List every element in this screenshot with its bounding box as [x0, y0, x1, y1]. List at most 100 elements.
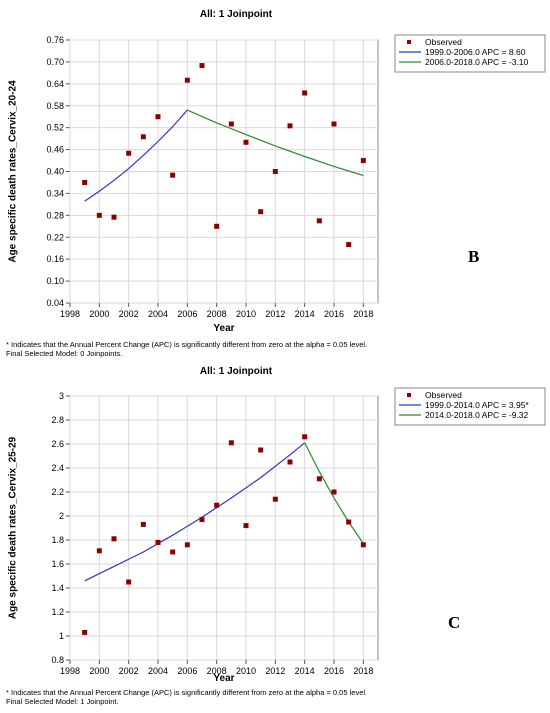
fit-line-segment-2 — [187, 109, 364, 177]
y-tick-label: 0.46 — [46, 145, 64, 155]
observed-point — [111, 214, 117, 220]
y-axis-title-c: Age specific death rates_Cervix_25-29 — [8, 436, 19, 619]
x-tick-label: 2016 — [324, 666, 344, 676]
y-tick-label: 0.40 — [46, 167, 64, 177]
footnote-panel-c: * Indicates that the Annual Percent Chan… — [6, 688, 367, 706]
observed-point — [155, 539, 161, 545]
observed-point — [140, 521, 146, 527]
x-tick-label: 2008 — [207, 666, 227, 676]
observed-point — [331, 121, 337, 127]
y-tick-label: 0.58 — [46, 101, 64, 111]
x-tick-label: 2000 — [89, 666, 109, 676]
y-tick-label: 0.76 — [46, 35, 64, 45]
footnote-c-line1: * Indicates that the Annual Percent Chan… — [6, 688, 368, 697]
x-tick-label: 2006 — [177, 666, 197, 676]
y-tick-label: 0.28 — [46, 210, 64, 220]
x-tick-label: 2008 — [207, 309, 227, 319]
y-tick-label: 0.8 — [51, 655, 64, 665]
y-tick-label: 0.10 — [46, 276, 64, 286]
observed-point — [360, 158, 366, 164]
observed-point — [316, 218, 322, 224]
legend-observed-label: Observed — [425, 37, 462, 47]
observed-point — [346, 519, 352, 525]
x-tick-label: 2006 — [177, 309, 197, 319]
observed-point — [302, 434, 308, 440]
y-tick-label: 2.6 — [51, 439, 64, 449]
y-tick-label: 0.04 — [46, 298, 64, 308]
legend-observed-marker — [407, 40, 411, 44]
legend-fit-label-1: 1999.0-2014.0 APC = 3.95* — [425, 400, 529, 410]
observed-point — [140, 134, 146, 140]
observed-point — [287, 459, 293, 465]
y-tick-label: 2 — [59, 511, 64, 521]
chart-panel-c: All: 1 Joinpoint 0.8 1 1.2 1.4 1.6 1.8 2 2.2 2.4 2… — [8, 366, 546, 684]
chart-title-c: All: 1 Joinpoint — [200, 366, 273, 377]
chart-panel-b: All: 1 Joinpoint 0.04 0.10 0.16 0.22 0.28 0.34… — [8, 9, 546, 334]
footnote-c-line2: Final Selected Model: 1 Joinpoint. — [6, 697, 119, 706]
observed-point — [170, 549, 176, 555]
observed-point — [228, 121, 234, 127]
legend-fit-label-1: 1999.0-2006.0 APC = 8.60 — [425, 47, 526, 57]
y-tick-label: 0.34 — [46, 188, 64, 198]
x-tick-label: 2010 — [236, 666, 256, 676]
x-tick-label: 2014 — [295, 309, 315, 319]
x-tick-label: 2004 — [148, 309, 168, 319]
plot-area-c — [69, 395, 379, 661]
observed-point — [272, 169, 278, 174]
chart-title-b: All: 1 Joinpoint — [200, 9, 273, 20]
panel-letter-c: C — [448, 613, 460, 632]
observed-point — [126, 150, 132, 156]
observed-point — [184, 77, 190, 83]
x-tick-label: 2000 — [89, 309, 109, 319]
observed-point — [360, 542, 366, 548]
footnote-b-line2: Final Selected Model: 0 Joinpoints. — [6, 349, 123, 358]
y-tick-label: 3 — [59, 391, 64, 401]
y-tick-label: 1.6 — [51, 559, 64, 569]
y-tick-label: 1.8 — [51, 535, 64, 545]
observed-point — [258, 209, 264, 215]
fit-line-segment-1 — [84, 109, 188, 202]
observed-point — [228, 440, 234, 446]
fit-line-segment-2 — [304, 442, 364, 544]
y-tick-label: 2.8 — [51, 415, 64, 425]
x-axis-title-c: Year — [213, 673, 234, 684]
observed-point — [214, 223, 220, 229]
observed-point — [302, 90, 308, 96]
x-tick-label: 1998 — [60, 666, 80, 676]
observed-point — [126, 579, 132, 585]
legend-observed-label: Observed — [425, 390, 462, 400]
x-tick-label: 2002 — [119, 309, 139, 319]
observed-point — [82, 179, 88, 185]
panel-letter-b: B — [468, 247, 479, 266]
x-tick-label: 2002 — [119, 666, 139, 676]
x-tick-label: 2012 — [265, 666, 285, 676]
y-tick-label: 0.22 — [46, 232, 64, 242]
y-tick-label: 2.4 — [51, 463, 64, 473]
x-tick-label: 2010 — [236, 309, 256, 319]
y-tick-label: 0.70 — [46, 57, 64, 67]
y-tick-label: 1.2 — [51, 607, 64, 617]
observed-point — [184, 542, 190, 548]
observed-point — [346, 242, 352, 248]
observed-point — [199, 63, 205, 69]
legend-box — [394, 34, 546, 73]
y-tick-label: 0.64 — [46, 79, 64, 89]
legend-box — [394, 387, 546, 426]
x-tick-label: 2016 — [324, 309, 344, 319]
observed-point — [155, 114, 161, 120]
y-tick-label: 1.4 — [51, 583, 64, 593]
legend-fit-label-2: 2014.0-2018.0 APC = -9.32 — [425, 410, 529, 420]
observed-point — [170, 172, 176, 178]
observed-point — [96, 212, 102, 218]
observed-point — [96, 548, 102, 554]
y-tick-label: 0.52 — [46, 123, 64, 133]
footnote-b-line1: * Indicates that the Annual Percent Chan… — [6, 340, 368, 349]
observed-point — [82, 629, 88, 635]
observed-point — [243, 139, 249, 145]
x-tick-label: 1998 — [60, 309, 80, 319]
y-tick-label: 1 — [59, 631, 64, 641]
x-tick-label: 2018 — [353, 666, 373, 676]
